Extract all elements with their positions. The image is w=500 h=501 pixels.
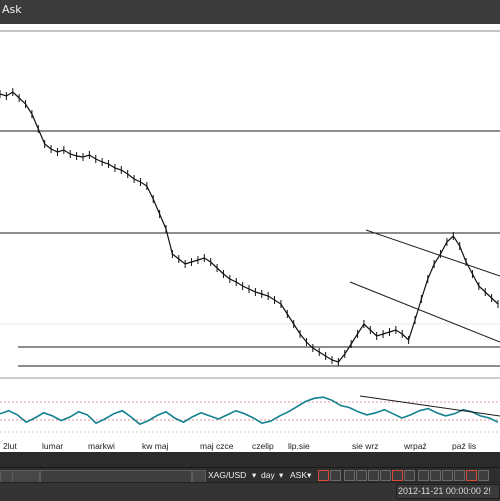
- x-axis-tick-label: 2lut: [3, 441, 17, 451]
- x-axis-tick-label: markwi: [88, 441, 115, 451]
- trade-icon[interactable]: [318, 470, 329, 481]
- chart-settings-icon[interactable]: [330, 470, 341, 481]
- symbol-dropdown-arrow[interactable]: ▾: [252, 470, 257, 480]
- indicator-icon[interactable]: [404, 470, 415, 481]
- price-side-selector[interactable]: ASK: [290, 470, 308, 480]
- x-axis-tick-label: lumar: [42, 441, 63, 451]
- status-extra: 2!: [483, 486, 491, 496]
- zoom-in-icon[interactable]: [418, 470, 429, 481]
- indicator-line: [0, 396, 499, 426]
- x-axis-tick-label: maj czce: [200, 441, 234, 451]
- channel-upper-line: [365, 229, 500, 277]
- template-icon[interactable]: [478, 470, 489, 481]
- timeframe-selector[interactable]: day: [261, 470, 275, 480]
- x-axis-tick-label: lip.sie: [288, 441, 310, 451]
- zoom-out-icon[interactable]: [430, 470, 441, 481]
- bar-chart-icon[interactable]: [368, 470, 379, 481]
- window-title: Ask: [2, 3, 22, 16]
- x-axis-tick-label: paź lis: [452, 441, 476, 451]
- x-axis-tick-label: kw maj: [142, 441, 169, 451]
- price-side-dropdown-arrow[interactable]: ▾: [307, 470, 312, 480]
- title-bar: Ask: [0, 0, 500, 25]
- status-bar: 2012-11-21 00:00:00 2!: [0, 482, 500, 501]
- period-separator-icon[interactable]: [392, 470, 403, 481]
- channel-lower-line: [349, 281, 500, 343]
- price-series-line: [0, 91, 499, 363]
- indicator-trendline: [359, 395, 500, 417]
- alert-icon[interactable]: [466, 470, 477, 481]
- chart-toolbar: XAG/USD ▾ day ▾ ASK ▾: [0, 467, 500, 483]
- x-axis-tick-label: sie wrz: [352, 441, 378, 451]
- x-axis-tick-label: czelip: [252, 441, 274, 451]
- candlestick-icon[interactable]: [356, 470, 367, 481]
- timeframe-dropdown-arrow[interactable]: ▾: [279, 470, 284, 480]
- status-datetime: 2012-11-21 00:00:00: [398, 486, 481, 496]
- x-axis-tick-label: wrpaź: [403, 441, 427, 451]
- line-chart-icon[interactable]: [380, 470, 391, 481]
- crosshair-icon[interactable]: [344, 470, 355, 481]
- grid-icon[interactable]: [442, 470, 453, 481]
- chart-panel[interactable]: 2lut lumar markwi kw maj maj czce czelip lip.s…: [0, 24, 500, 452]
- volume-icon[interactable]: [454, 470, 465, 481]
- price-chart-svg: 2lut lumar markwi kw maj maj czce czelip lip.s…: [0, 30, 500, 451]
- symbol-selector[interactable]: XAG/USD: [208, 470, 247, 480]
